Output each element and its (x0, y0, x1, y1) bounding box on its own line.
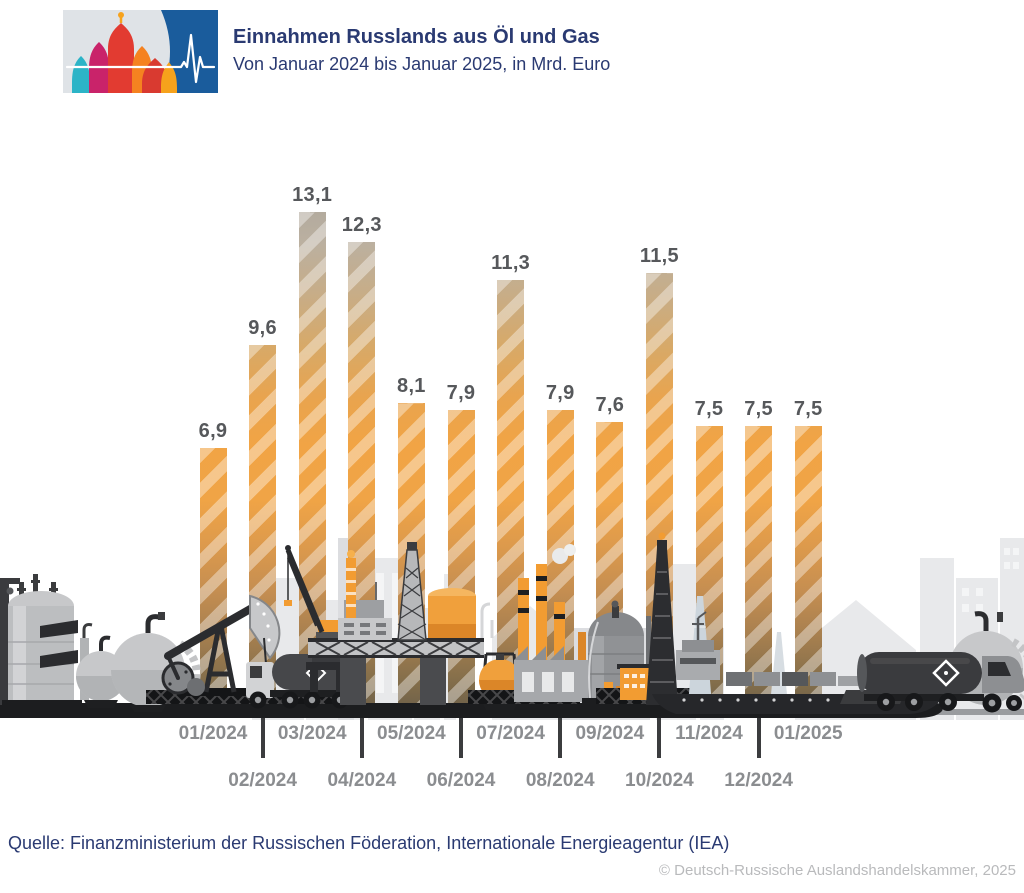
copyright-note: © Deutsch-Russische Auslandshandelskamme… (658, 862, 1016, 879)
axis-tick (657, 718, 662, 758)
bar (745, 425, 773, 712)
axis-tick (756, 718, 761, 758)
bar (447, 410, 475, 712)
month-label: 04/2024 (327, 770, 397, 791)
ecg-pulse-line-icon (65, 33, 216, 84)
axis-tick (558, 718, 563, 758)
month-label: 09/2024 (575, 723, 645, 744)
bar-value-label: 11,3 (491, 252, 531, 275)
month-label: 11/2024 (675, 723, 743, 744)
month-label: 01/2025 (773, 723, 843, 744)
month-label: 02/2024 (228, 770, 297, 791)
bar-value-label: 13,1 (292, 183, 333, 206)
month-label: 10/2024 (625, 770, 694, 791)
month-label: 01/2024 (178, 723, 248, 744)
bar-value-label: 7,6 (595, 393, 625, 416)
bar (794, 425, 822, 712)
page-subtitle: Von Januar 2024 bis Januar 2025, in Mrd.… (233, 54, 611, 74)
month-label: 03/2024 (277, 723, 347, 744)
axis-tick (359, 718, 364, 758)
bar-value-label: 9,6 (248, 317, 277, 340)
axis-tick (260, 718, 265, 758)
source-note: Quelle: Finanzministerium der Russischen… (8, 833, 730, 853)
page-title: Einnahmen Russlands aus Öl und Gas (233, 26, 600, 48)
month-label: 08/2024 (525, 770, 595, 791)
bar-value-label: 7,5 (744, 397, 773, 420)
bar-value-label: 6,9 (198, 420, 228, 443)
bar-value-label: 7,5 (694, 397, 724, 420)
month-label: 05/2024 (377, 723, 446, 744)
axis-tick (459, 718, 463, 758)
bar-value-label: 7,9 (446, 382, 476, 405)
bar-value-label: 8,1 (397, 374, 426, 397)
bar-value-label: 12,3 (341, 214, 382, 237)
month-label: 06/2024 (426, 770, 496, 791)
month-label: 12/2024 (724, 770, 793, 791)
onion-domes-icon (72, 12, 177, 93)
bar-value-label: 11,5 (639, 244, 679, 267)
bar-value-label: 7,5 (793, 397, 823, 420)
bar-value-label: 7,9 (545, 382, 575, 405)
month-label: 07/2024 (476, 723, 545, 744)
ahk-kremlin-pulse-logo (63, 10, 218, 93)
